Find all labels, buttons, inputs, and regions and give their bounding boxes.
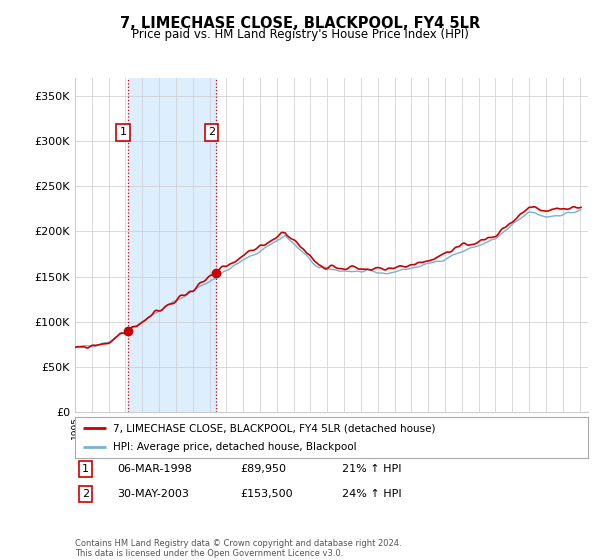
Text: 21% ↑ HPI: 21% ↑ HPI [342,464,401,474]
Text: 7, LIMECHASE CLOSE, BLACKPOOL, FY4 5LR (detached house): 7, LIMECHASE CLOSE, BLACKPOOL, FY4 5LR (… [113,423,436,433]
Text: 06-MAR-1998: 06-MAR-1998 [117,464,192,474]
Text: 1: 1 [82,464,89,474]
Text: Contains HM Land Registry data © Crown copyright and database right 2024.
This d: Contains HM Land Registry data © Crown c… [75,539,401,558]
Text: 1: 1 [120,128,127,137]
Text: HPI: Average price, detached house, Blackpool: HPI: Average price, detached house, Blac… [113,442,357,451]
Text: 7, LIMECHASE CLOSE, BLACKPOOL, FY4 5LR: 7, LIMECHASE CLOSE, BLACKPOOL, FY4 5LR [120,16,480,31]
Text: 24% ↑ HPI: 24% ↑ HPI [342,489,401,499]
Text: 2: 2 [82,489,89,499]
Text: £153,500: £153,500 [240,489,293,499]
Bar [128,78,217,412]
Text: 30-MAY-2003: 30-MAY-2003 [117,489,189,499]
Text: 2: 2 [208,128,215,137]
Text: Price paid vs. HM Land Registry's House Price Index (HPI): Price paid vs. HM Land Registry's House … [131,28,469,41]
Text: £89,950: £89,950 [240,464,286,474]
